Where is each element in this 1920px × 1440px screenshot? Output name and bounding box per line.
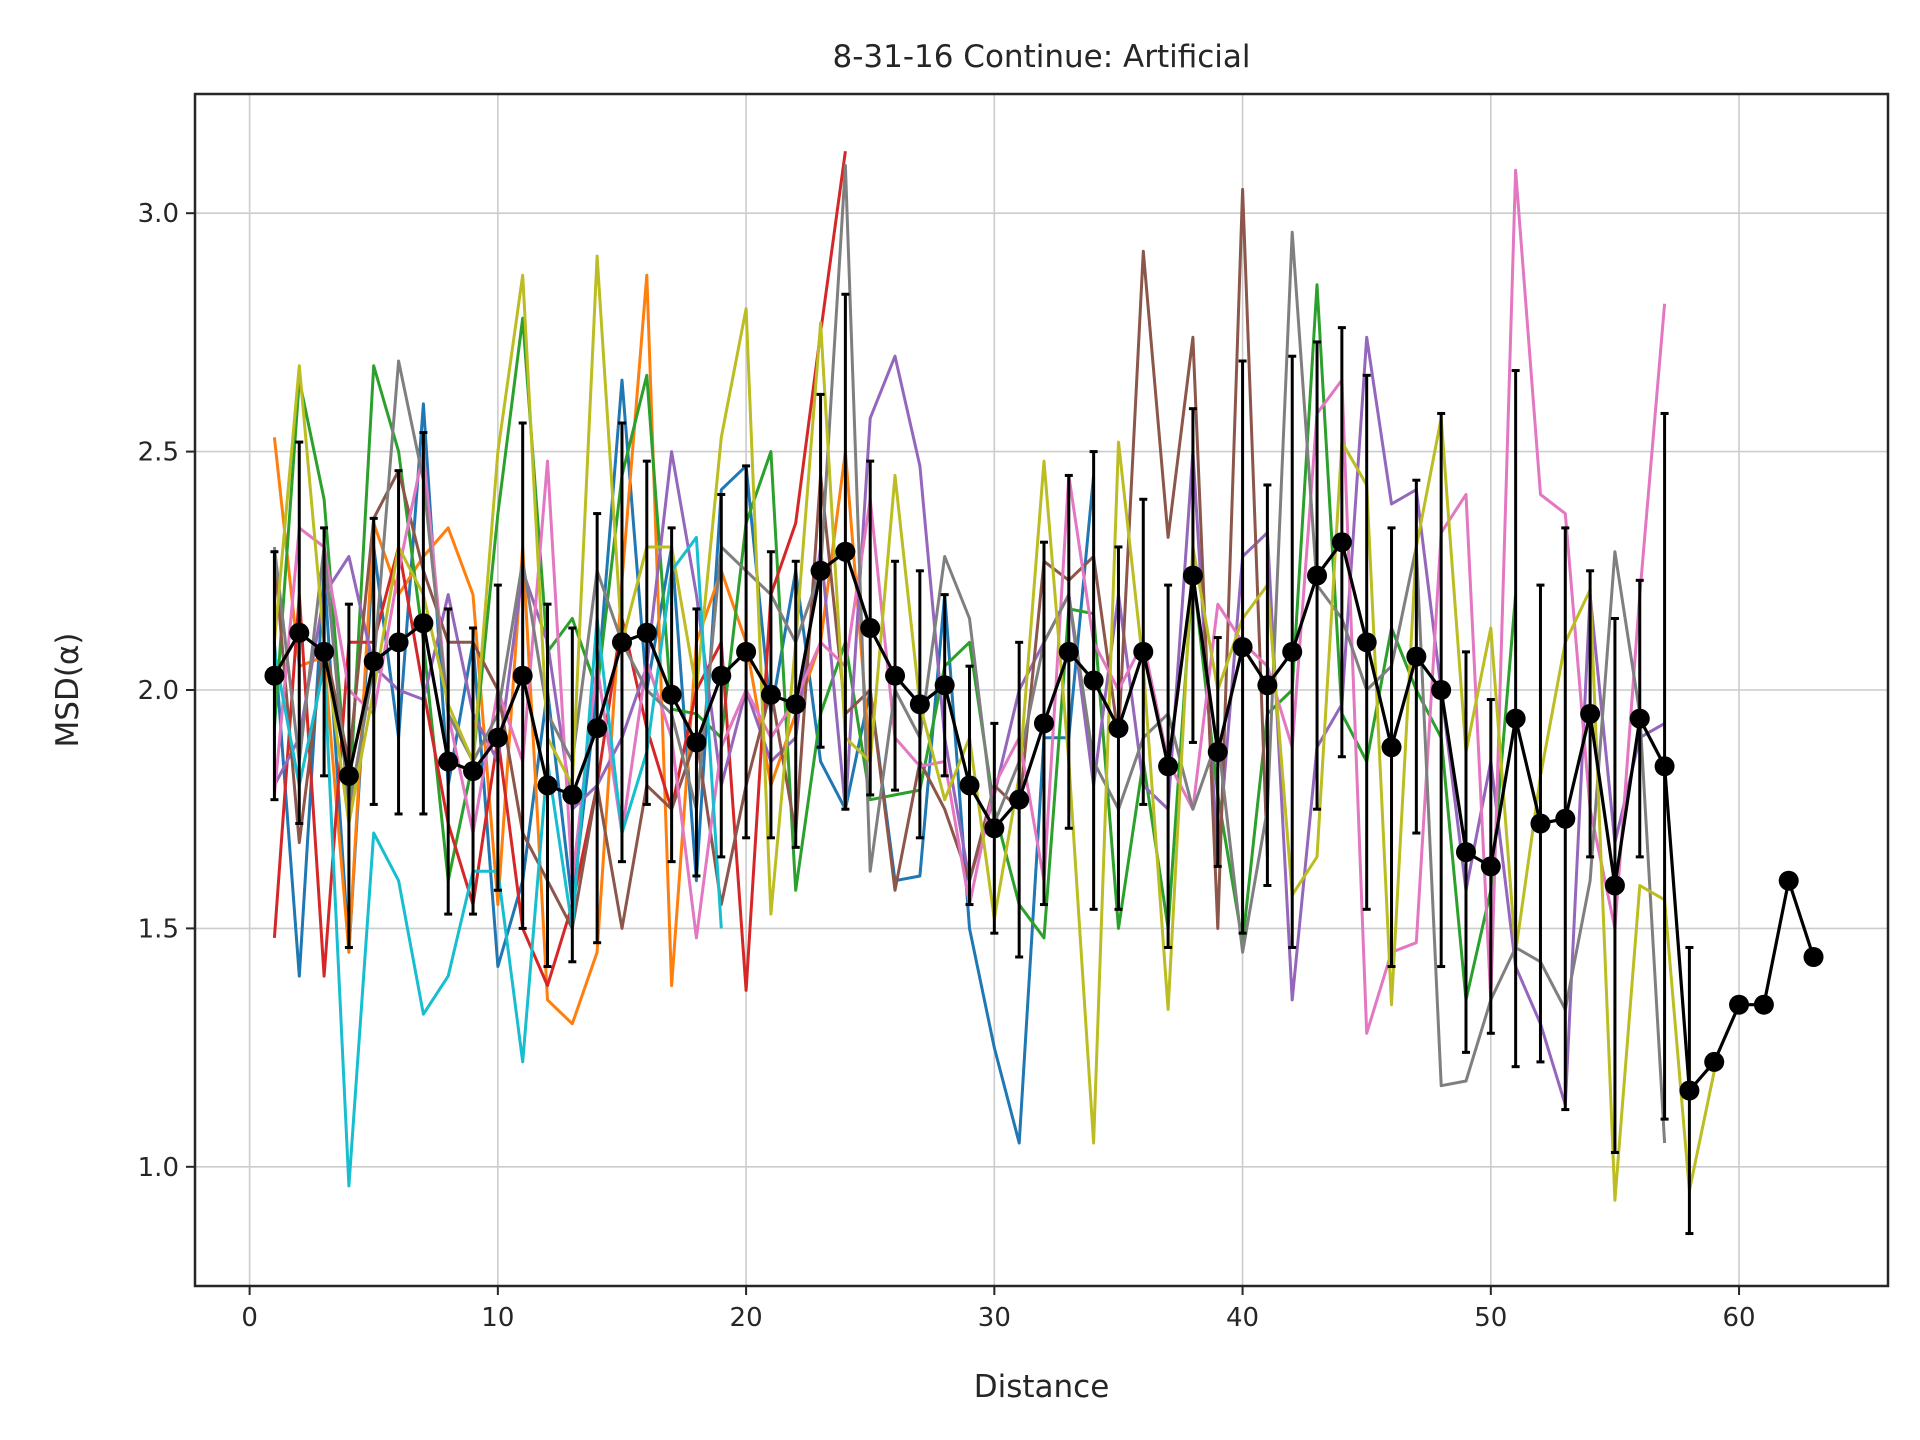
mean-marker xyxy=(909,694,930,715)
mean-marker xyxy=(785,694,806,715)
mean-marker xyxy=(860,618,881,639)
y-tick-label: 3.0 xyxy=(138,199,179,229)
mean-marker xyxy=(1331,532,1352,553)
mean-marker xyxy=(512,665,533,686)
mean-marker xyxy=(463,761,484,782)
mean-marker xyxy=(1704,1051,1725,1072)
mean-marker xyxy=(537,775,558,796)
series-line-8 xyxy=(272,164,1667,1144)
mean-marker xyxy=(1083,670,1104,691)
mean-marker xyxy=(1604,875,1625,896)
mean-marker xyxy=(1729,994,1750,1015)
mean-marker xyxy=(934,675,955,696)
x-tick-label: 60 xyxy=(1723,1303,1756,1333)
mean-marker xyxy=(1009,789,1030,810)
x-tick-label: 20 xyxy=(730,1303,763,1333)
mean-marker xyxy=(636,622,657,643)
mean-marker xyxy=(1133,641,1154,662)
y-tick-label: 2.0 xyxy=(138,676,179,706)
mean-marker xyxy=(388,632,409,653)
mean-marker xyxy=(1629,708,1650,729)
mean-marker xyxy=(1356,632,1377,653)
mean-marker xyxy=(413,613,434,634)
y-axis-label: MSD(α) xyxy=(50,633,86,748)
mean-marker xyxy=(1406,646,1427,667)
mean-marker xyxy=(1753,994,1774,1015)
mean-marker xyxy=(1307,565,1328,586)
mean-marker xyxy=(1505,708,1526,729)
mean-marker xyxy=(1282,641,1303,662)
mean-marker xyxy=(661,684,682,705)
mean-marker xyxy=(363,651,384,672)
mean-marker xyxy=(711,665,732,686)
x-tick-label: 0 xyxy=(241,1303,258,1333)
mean-marker xyxy=(835,541,856,562)
chart-title: 8-31-16 Continue: Artificial xyxy=(832,39,1250,75)
mean-marker xyxy=(1058,641,1079,662)
x-tick-label: 40 xyxy=(1226,1303,1259,1333)
mean-marker xyxy=(487,727,508,748)
mean-marker xyxy=(562,784,583,805)
mean-marker xyxy=(314,641,335,662)
y-tick-label: 2.5 xyxy=(138,438,179,468)
mean-marker xyxy=(1580,703,1601,724)
mean-marker xyxy=(1455,842,1476,863)
mean-marker xyxy=(1480,856,1501,877)
mean-marker xyxy=(587,718,608,739)
x-axis-label: Distance xyxy=(974,1369,1110,1405)
mean-marker xyxy=(1778,870,1799,891)
mean-marker xyxy=(1654,756,1675,777)
mean-marker xyxy=(736,641,757,662)
y-tick-label: 1.5 xyxy=(138,914,179,944)
mean-marker xyxy=(611,632,632,653)
mean-marker xyxy=(810,560,831,581)
mean-marker xyxy=(1232,637,1253,658)
mean-marker xyxy=(1207,741,1228,762)
mean-marker xyxy=(1257,675,1278,696)
mean-marker xyxy=(686,732,707,753)
mean-marker xyxy=(760,684,781,705)
mean-marker xyxy=(1381,737,1402,758)
mean-marker xyxy=(1803,947,1824,968)
mean-marker xyxy=(1158,756,1179,777)
mean-marker xyxy=(885,665,906,686)
mean-marker xyxy=(1555,808,1576,829)
mean-marker xyxy=(264,665,285,686)
mean-series xyxy=(264,292,1824,1236)
x-tick-label: 50 xyxy=(1474,1303,1507,1333)
mean-marker xyxy=(1108,718,1129,739)
y-tick-label: 1.0 xyxy=(138,1153,179,1183)
x-axis: 0 10 20 30 40 50 60 xyxy=(241,1286,1756,1333)
mean-marker xyxy=(984,818,1005,839)
x-tick-label: 10 xyxy=(481,1303,514,1333)
mean-marker xyxy=(289,622,310,643)
mean-marker xyxy=(1182,565,1203,586)
mean-marker xyxy=(1033,713,1054,734)
mean-marker xyxy=(438,751,459,772)
y-axis: 1.0 1.5 2.0 2.5 3.0 xyxy=(138,199,195,1183)
mean-marker xyxy=(338,765,359,786)
series-line-3 xyxy=(272,283,1518,1002)
mean-marker xyxy=(959,775,980,796)
x-tick-label: 30 xyxy=(978,1303,1011,1333)
mean-marker xyxy=(1679,1080,1700,1101)
mean-marker xyxy=(1530,813,1551,834)
mean-marker xyxy=(1431,680,1452,700)
